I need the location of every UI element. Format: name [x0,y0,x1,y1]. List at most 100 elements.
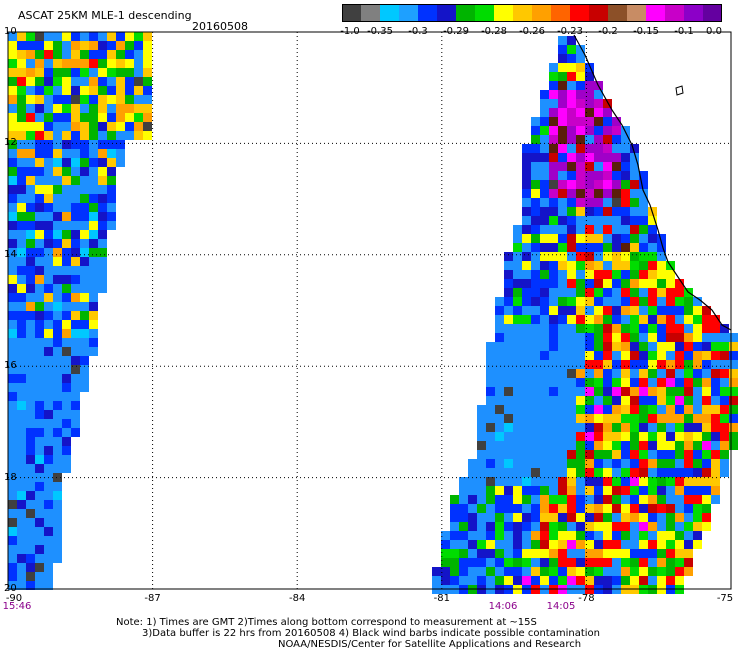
wind-cell [567,198,576,207]
wind-cell [522,423,531,432]
wind-cell [522,495,531,504]
wind-cell [576,252,585,261]
wind-cell [630,432,639,441]
wind-cell [477,414,486,423]
wind-cell [639,198,648,207]
wind-cell [684,405,693,414]
wind-cell [80,131,89,140]
wind-cell [531,243,540,252]
wind-cell [71,167,80,176]
wind-cell [675,477,684,486]
wind-cell [558,549,567,558]
wind-cell [585,234,594,243]
wind-cell [585,558,594,567]
wind-cell [522,306,531,315]
wind-cell [603,315,612,324]
wind-cell [44,212,53,221]
wind-cell [630,360,639,369]
wind-cell [62,239,71,248]
wind-cell [558,504,567,513]
wind-cell [594,504,603,513]
wind-cell [612,351,621,360]
wind-cell [540,459,549,468]
wind-cell [504,342,513,351]
wind-cell [89,68,98,77]
wind-cell [549,351,558,360]
wind-cell [594,459,603,468]
wind-cell [657,522,666,531]
wind-cell [143,104,152,113]
wind-cell [495,369,504,378]
wind-cell [504,558,513,567]
wind-cell [44,59,53,68]
wind-cell [116,122,125,131]
wind-cell [567,504,576,513]
wind-cell [603,468,612,477]
wind-cell [558,432,567,441]
wind-cell [720,333,729,342]
longitude-label: -81 [433,593,450,604]
wind-cell [44,554,53,563]
wind-cell [504,486,513,495]
wind-cell [44,122,53,131]
wind-cell [486,369,495,378]
wind-cell [666,270,675,279]
wind-cell [558,468,567,477]
wind-cell [693,315,702,324]
wind-cell [684,360,693,369]
wind-cell [549,333,558,342]
wind-cell [35,338,44,347]
wind-cell [540,540,549,549]
wind-cell [567,288,576,297]
wind-cell [71,194,80,203]
wind-cell [8,176,17,185]
wind-cell [648,225,657,234]
colorbar-swatch [703,4,722,22]
wind-cell [80,104,89,113]
wind-cell [522,378,531,387]
wind-cell [62,212,71,221]
wind-cell [62,140,71,149]
wind-cell [666,450,675,459]
wind-cell [17,311,26,320]
wind-cell [53,86,62,95]
wind-cell [684,396,693,405]
wind-cell [585,567,594,576]
wind-cell [540,495,549,504]
wind-cell [594,279,603,288]
wind-cell [89,149,98,158]
wind-cell [612,360,621,369]
wind-cell [513,360,522,369]
wind-cell [630,441,639,450]
wind-cell [558,513,567,522]
wind-cell [576,558,585,567]
wind-cell [549,567,558,576]
wind-cell [567,315,576,324]
wind-cell [567,270,576,279]
wind-cell [648,216,657,225]
wind-cell [531,396,540,405]
wind-cell [71,104,80,113]
wind-cell [116,41,125,50]
wind-cell [693,450,702,459]
wind-cell [477,522,486,531]
wind-cell [35,410,44,419]
wind-cell [26,410,35,419]
wind-cell [558,288,567,297]
wind-cell [62,86,71,95]
wind-cell [630,414,639,423]
wind-cell [495,297,504,306]
wind-cell [630,369,639,378]
wind-cell [98,149,107,158]
wind-cell [711,495,720,504]
wind-cell [504,279,513,288]
wind-cell [558,324,567,333]
wind-cell [531,333,540,342]
wind-cell [540,513,549,522]
wind-cell [612,198,621,207]
wind-cell [630,297,639,306]
wind-cell [630,495,639,504]
wind-cell [62,266,71,275]
wind-cell [8,338,17,347]
wind-cell [8,59,17,68]
